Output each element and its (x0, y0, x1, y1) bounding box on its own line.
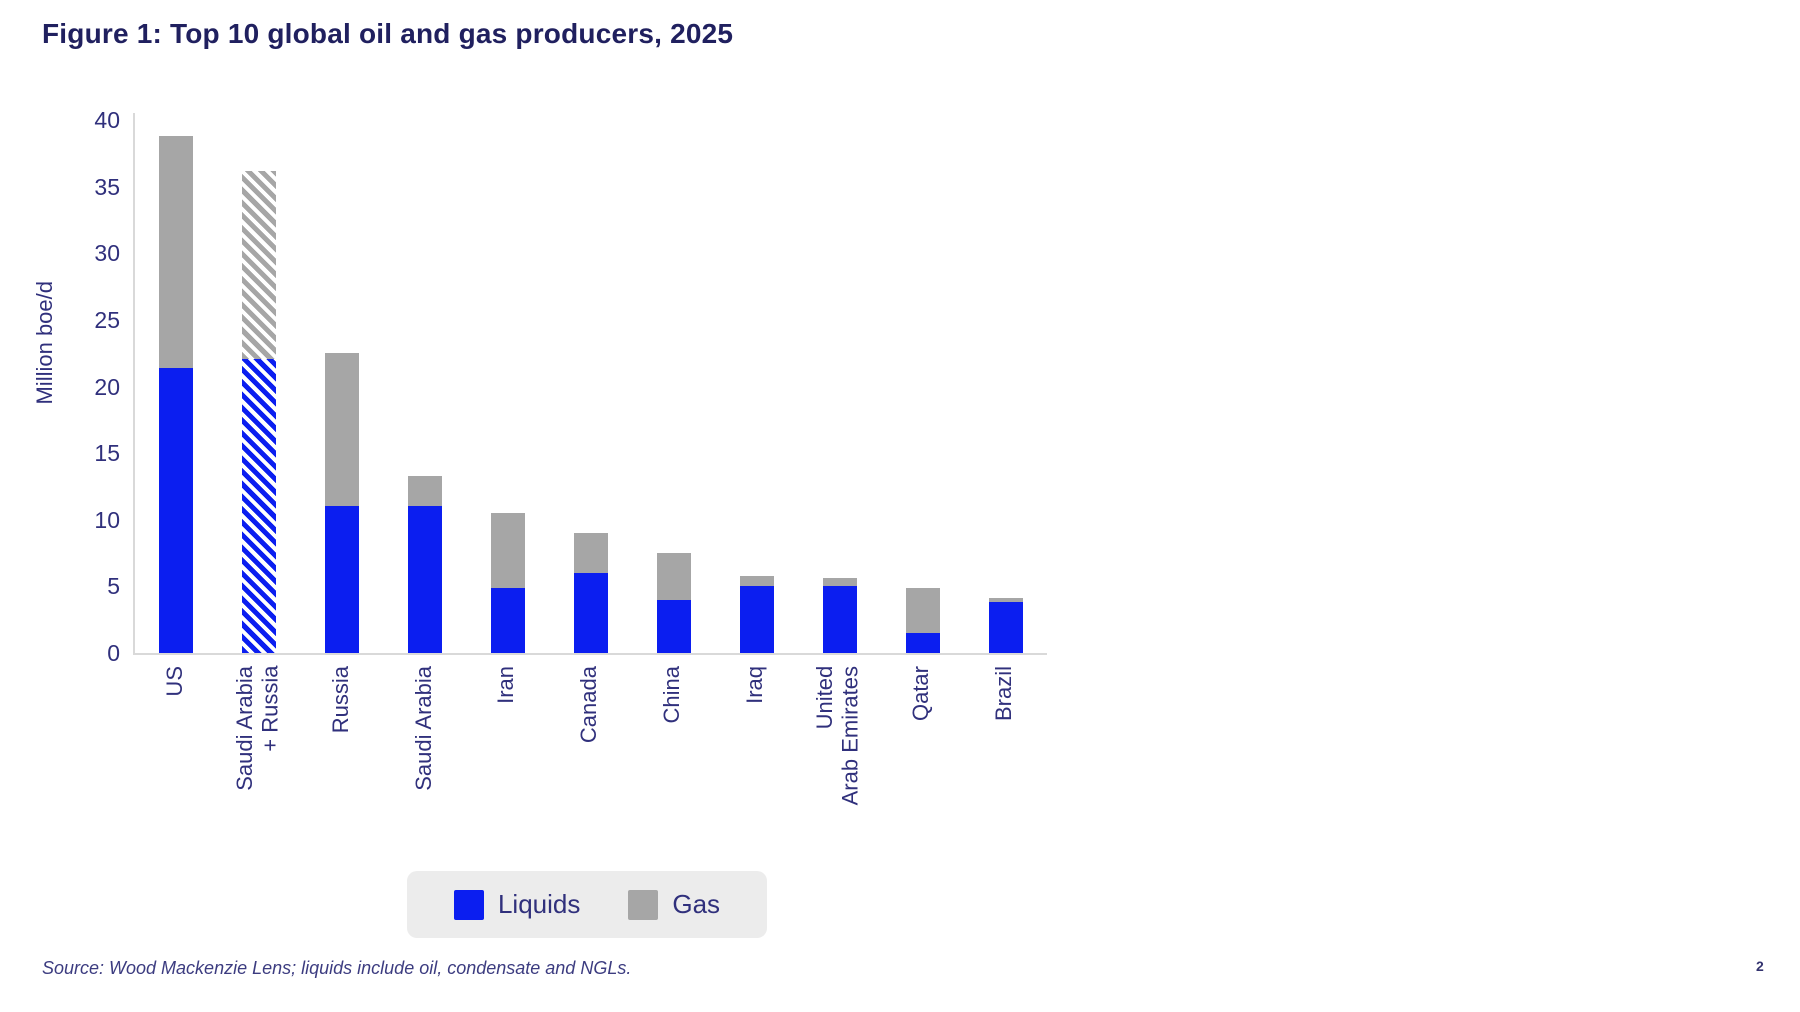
x-axis-label: Iraq (742, 666, 768, 704)
x-axis-label: Iran (493, 666, 519, 704)
bar-column-canada (550, 113, 633, 653)
bar-segment-liquids (325, 506, 360, 653)
bar-segment-gas (159, 136, 194, 368)
x-axis-label-cell: Qatar (879, 666, 962, 941)
x-axis-label: Canada (576, 666, 602, 744)
bar-segment-liquids (491, 587, 526, 653)
y-axis-tick-label: 40 (94, 107, 120, 133)
bar-segment-liquids (822, 586, 857, 653)
bar-column-united-arab-emirates (798, 113, 881, 653)
y-axis-tick-label: 35 (94, 173, 120, 200)
x-axis-label: United Arab Emirates (812, 666, 863, 806)
bar-segment-gas (905, 587, 940, 634)
bar-segment-liquids (988, 602, 1023, 653)
legend-swatch-gas (628, 889, 659, 920)
bar-column-china (632, 113, 715, 653)
bar-column-saudi-arabia-russia (218, 113, 301, 653)
x-axis-label: Brazil (990, 666, 1016, 722)
x-axis-label: Saudi Arabia + Russia (232, 666, 283, 791)
bar-segment-gas (822, 578, 857, 587)
bar-segment-gas (325, 353, 360, 507)
bar-segment-liquids (159, 367, 194, 653)
legend-label: Liquids (497, 889, 581, 919)
bar-segment-liquids (656, 599, 691, 653)
bar-segment-gas (573, 533, 608, 574)
bar-segment-gas (988, 598, 1023, 603)
bar-segment-gas (656, 553, 691, 600)
bar-column-brazil (964, 113, 1047, 653)
x-axis-label: US (161, 666, 187, 697)
y-axis-tick-label: 15 (94, 440, 120, 467)
legend-swatch-liquids (453, 889, 484, 920)
bar-segment-liquids (408, 506, 443, 653)
x-axis-label: Qatar (907, 666, 933, 722)
bar-column-qatar (881, 113, 964, 653)
y-axis-tick-label: 20 (94, 373, 120, 400)
legend-item-liquids: Liquids (453, 889, 581, 920)
bar-column-russia (301, 113, 384, 653)
x-axis-label-cell: Saudi Arabia + Russia (216, 666, 299, 941)
x-axis-label-cell: Russia (299, 666, 382, 941)
x-axis-label-cell: United Arab Emirates (796, 666, 879, 941)
y-axis-tick-label: 0 (107, 640, 120, 666)
x-axis-label: China (659, 666, 685, 724)
y-axis-tick-label: 5 (107, 573, 120, 600)
bar-column-iran (467, 113, 550, 653)
source-note: Source: Wood Mackenzie Lens; liquids inc… (42, 958, 632, 978)
x-axis-label-cell: US (133, 666, 216, 941)
x-axis-label: Russia (327, 666, 353, 734)
y-axis-tick-label: 25 (94, 306, 120, 333)
legend-item-gas: Gas (628, 889, 720, 920)
bar-segment-liquids (242, 358, 277, 653)
bar-segment-liquids (573, 573, 608, 653)
x-axis-label-cell: Brazil (962, 666, 1045, 941)
plot-area (133, 113, 1047, 655)
y-axis-tick-label: 10 (94, 506, 120, 533)
bar-segment-gas (739, 575, 774, 587)
figure-title: Figure 1: Top 10 global oil and gas prod… (42, 18, 734, 49)
legend-label: Gas (672, 889, 721, 919)
bar-segment-gas (491, 513, 526, 588)
bar-column-iraq (715, 113, 798, 653)
bar-segment-gas (408, 475, 443, 507)
y-axis-tick-label: 30 (94, 240, 120, 267)
legend: Liquids Gas (407, 871, 767, 938)
x-axis-label: Saudi Arabia (410, 666, 436, 791)
bar-segment-gas (242, 170, 277, 359)
bar-column-us (135, 113, 218, 653)
page-number: 2 (1756, 958, 1764, 974)
bar-column-saudi-arabia (384, 113, 467, 653)
bar-segment-liquids (905, 633, 940, 653)
bar-segment-liquids (739, 586, 774, 653)
